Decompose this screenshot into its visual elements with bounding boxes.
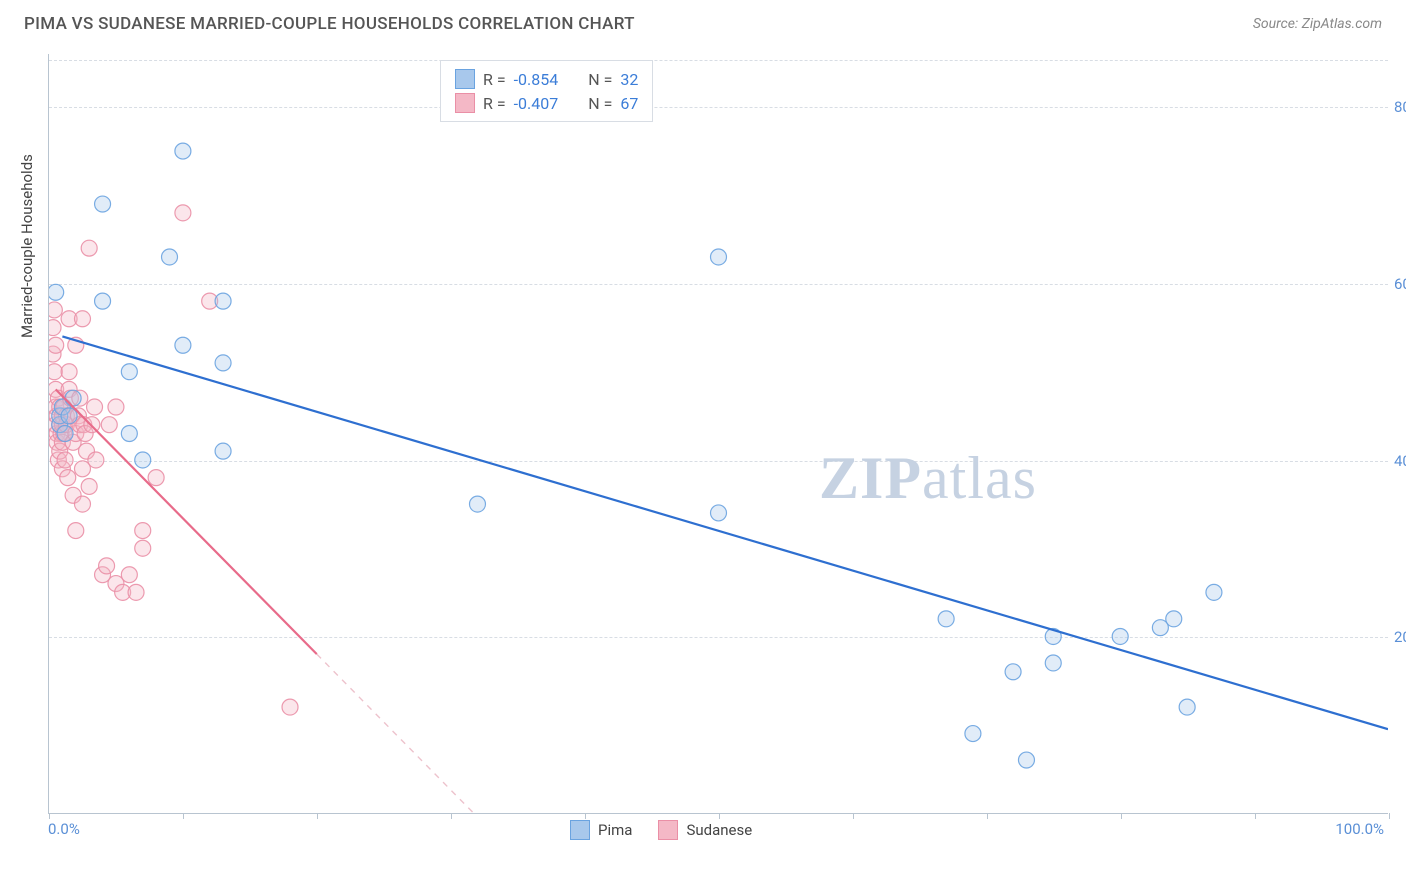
- x-tick: [451, 813, 452, 819]
- sudanese-point: [49, 364, 62, 380]
- legend-swatch: [455, 69, 475, 89]
- x-tick: [853, 813, 854, 819]
- sudanese-point: [60, 470, 76, 486]
- source-label: Source: ZipAtlas.com: [1253, 16, 1382, 32]
- trend-line: [317, 654, 491, 813]
- pima-point: [57, 426, 73, 442]
- sudanese-point: [49, 337, 64, 353]
- x-tick: [1255, 813, 1256, 819]
- sudanese-point: [135, 523, 151, 539]
- legend-swatch: [570, 820, 590, 840]
- pima-point: [965, 726, 981, 742]
- x-tick: [987, 813, 988, 819]
- sudanese-point: [135, 540, 151, 556]
- x-tick: [183, 813, 184, 819]
- sudanese-point: [175, 205, 191, 221]
- x-tick: [585, 813, 586, 819]
- x-tick: [317, 813, 318, 819]
- x-max-label: 100.0%: [1335, 820, 1384, 838]
- sudanese-point: [61, 364, 77, 380]
- stat-n-value: 32: [620, 70, 638, 89]
- stat-n-label: N =: [588, 94, 612, 113]
- sudanese-point: [49, 320, 61, 336]
- stat-r-value: -0.407: [514, 94, 559, 113]
- series-legend-item: Pima: [570, 820, 632, 840]
- y-tick-label: 80.0%: [1394, 98, 1406, 116]
- pima-point: [711, 505, 727, 521]
- sudanese-point: [68, 523, 84, 539]
- sudanese-point: [81, 478, 97, 494]
- legend-stat-row: R = -0.407 N = 67: [455, 91, 638, 115]
- stat-r-value: -0.854: [514, 70, 559, 89]
- stat-n-value: 67: [620, 94, 638, 113]
- pima-point: [135, 452, 151, 468]
- legend-stat-row: R = -0.854 N = 32: [455, 67, 638, 91]
- y-tick-label: 20.0%: [1394, 628, 1406, 646]
- series-legend: Pima Sudanese: [570, 820, 752, 840]
- pima-point: [1179, 699, 1195, 715]
- pima-point: [1005, 664, 1021, 680]
- stat-r-label: R =: [483, 70, 506, 89]
- legend-swatch: [658, 820, 678, 840]
- sudanese-point: [57, 452, 73, 468]
- sudanese-point: [87, 399, 103, 415]
- pima-point: [61, 408, 77, 424]
- x-tick: [719, 813, 720, 819]
- sudanese-point: [74, 311, 90, 327]
- pima-point: [1018, 752, 1034, 768]
- chart-title: PIMA VS SUDANESE MARRIED-COUPLE HOUSEHOL…: [24, 14, 635, 34]
- pima-point: [95, 196, 111, 212]
- pima-point: [215, 355, 231, 371]
- y-axis-title: Married-couple Households: [18, 154, 36, 338]
- pima-point: [95, 293, 111, 309]
- series-legend-item: Sudanese: [658, 820, 752, 840]
- sudanese-point: [121, 567, 137, 583]
- pima-point: [65, 390, 81, 406]
- x-tick: [49, 813, 50, 819]
- pima-point: [938, 611, 954, 627]
- pima-point: [1045, 655, 1061, 671]
- scatter-svg: [49, 54, 1388, 813]
- sudanese-point: [49, 302, 62, 318]
- pima-point: [1112, 628, 1128, 644]
- x-tick: [1389, 813, 1390, 819]
- stat-r-label: R =: [483, 94, 506, 113]
- pima-point: [1166, 611, 1182, 627]
- pima-point: [215, 443, 231, 459]
- y-tick-label: 60.0%: [1394, 275, 1406, 293]
- sudanese-point: [282, 699, 298, 715]
- pima-point: [175, 337, 191, 353]
- sudanese-point: [81, 240, 97, 256]
- pima-point: [711, 249, 727, 265]
- pima-point: [121, 426, 137, 442]
- sudanese-point: [101, 417, 117, 433]
- stat-n-label: N =: [588, 70, 612, 89]
- sudanese-point: [74, 496, 90, 512]
- legend-swatch: [455, 93, 475, 113]
- sudanese-point: [108, 399, 124, 415]
- series-label: Pima: [598, 821, 632, 839]
- x-min-label: 0.0%: [48, 820, 80, 838]
- pima-point: [1206, 584, 1222, 600]
- y-tick-label: 40.0%: [1394, 452, 1406, 470]
- pima-point: [162, 249, 178, 265]
- pima-point: [49, 284, 64, 300]
- pima-point: [215, 293, 231, 309]
- trend-line: [56, 389, 317, 654]
- pima-point: [121, 364, 137, 380]
- trend-line: [62, 336, 1388, 729]
- sudanese-point: [148, 470, 164, 486]
- pima-point: [175, 143, 191, 159]
- sudanese-point: [128, 584, 144, 600]
- x-tick: [1121, 813, 1122, 819]
- sudanese-point: [88, 452, 104, 468]
- series-label: Sudanese: [686, 821, 752, 839]
- pima-point: [469, 496, 485, 512]
- chart-plot-area: ZIPatlas 20.0%40.0%60.0%80.0%: [48, 54, 1388, 814]
- sudanese-point: [99, 558, 115, 574]
- correlation-legend: R = -0.854 N = 32 R = -0.407 N = 67: [440, 60, 653, 122]
